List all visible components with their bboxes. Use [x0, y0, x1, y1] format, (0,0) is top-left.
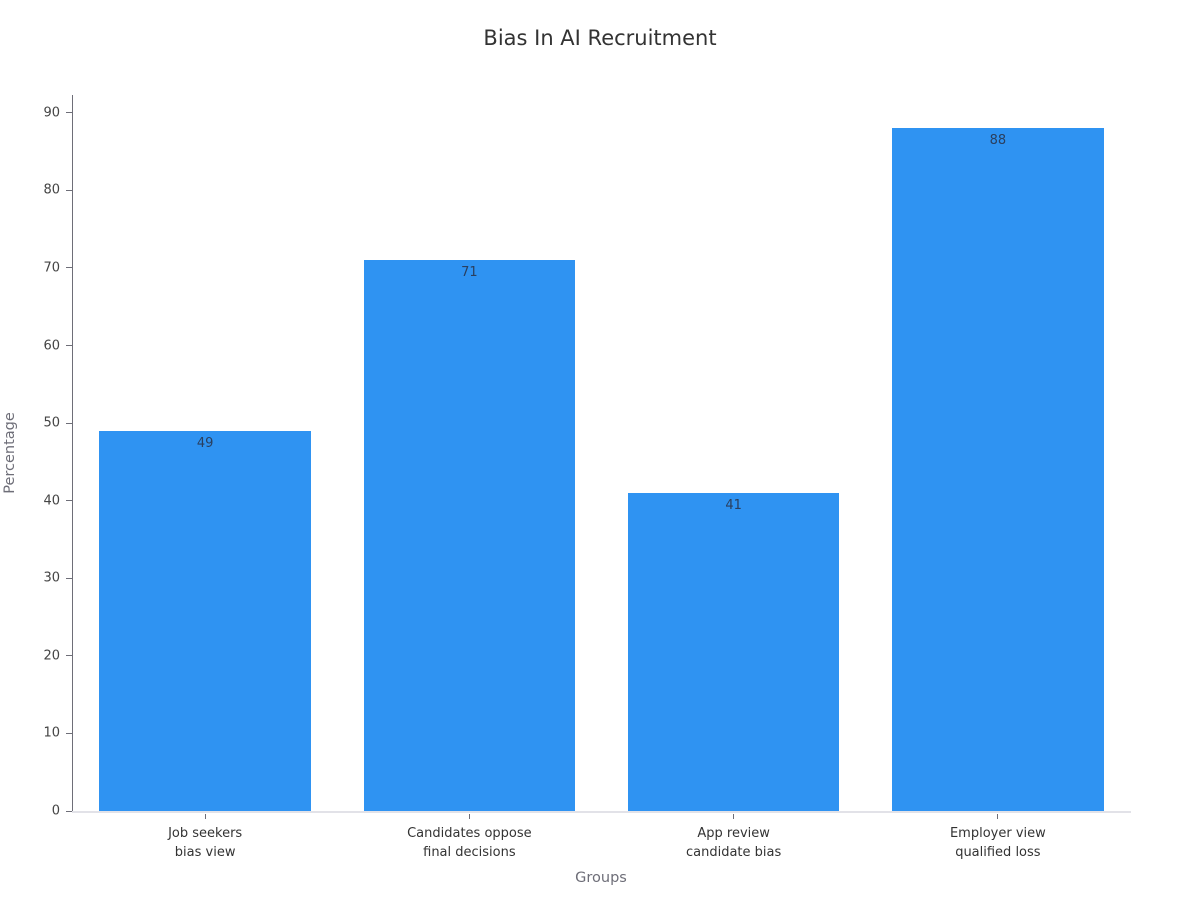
- bar: [627, 492, 840, 811]
- y-axis-tick-label: 50: [43, 415, 60, 431]
- y-axis-tick-label: 10: [43, 725, 60, 741]
- x-axis-tick-label: Candidates oppose final decisions: [407, 826, 532, 860]
- bar: [892, 128, 1104, 811]
- x-axis-line: [72, 811, 1131, 813]
- y-axis-tick: [66, 577, 72, 579]
- y-axis-tick: [66, 422, 72, 424]
- y-axis-tick: [66, 500, 72, 502]
- bar-value-label: 71: [461, 265, 478, 281]
- x-axis-title: Groups: [575, 870, 627, 886]
- x-axis-tick: [997, 814, 999, 819]
- y-axis-title: Percentage: [2, 412, 18, 494]
- x-axis-tick: [468, 814, 470, 819]
- y-axis-tick: [66, 810, 72, 812]
- bar-value-label: 49: [196, 435, 214, 451]
- y-axis-tick: [66, 189, 72, 191]
- bar: [99, 430, 311, 811]
- y-axis-tick: [66, 732, 72, 734]
- chart-title: Bias In AI Recruitment: [483, 26, 717, 50]
- bar: [363, 260, 576, 811]
- y-axis-tick-label: 80: [43, 182, 60, 198]
- x-axis-tick-label: Employer view qualified loss: [949, 826, 1046, 860]
- bar-value-label: 88: [989, 133, 1007, 149]
- y-axis-tick-label: 20: [43, 648, 60, 664]
- y-axis-tick-label: 90: [43, 105, 60, 121]
- y-axis-tick: [66, 345, 72, 347]
- x-axis-tick-label: Job seekers bias view: [168, 826, 243, 860]
- plot-area: 0 10 20 30 40 50 60 70 80 90 49 Job seekers bias vi…: [43, 95, 1131, 860]
- y-axis-tick-label: 40: [43, 493, 60, 509]
- x-axis-tick-label: App review candidate bias: [685, 826, 782, 860]
- bar-value-label: 41: [725, 497, 742, 513]
- y-axis-tick: [66, 267, 72, 269]
- y-axis-tick-label: 70: [43, 260, 60, 276]
- y-axis-tick-label: 60: [43, 338, 60, 354]
- y-axis-tick-label: 30: [43, 570, 60, 586]
- y-axis-tick: [66, 655, 72, 657]
- y-axis-line: [72, 95, 73, 813]
- y-axis-tick: [66, 112, 72, 114]
- x-axis-tick: [733, 814, 735, 819]
- x-axis-tick: [204, 814, 206, 819]
- y-axis-tick-label: 0: [51, 803, 60, 819]
